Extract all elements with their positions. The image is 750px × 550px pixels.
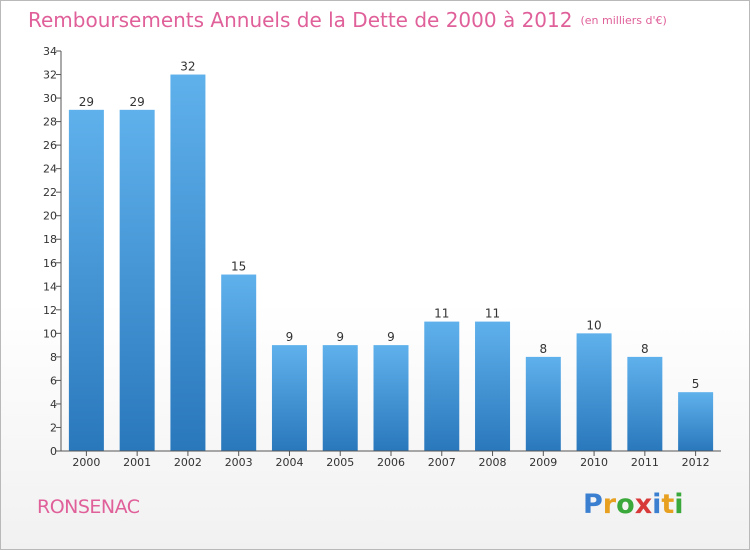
x-tick-label: 2001: [123, 456, 151, 469]
bar-value-label: 15: [231, 260, 246, 274]
bar: [373, 345, 409, 451]
title-text: Remboursements Annuels de la Dette de 20…: [28, 8, 573, 32]
bar-value-label: 29: [79, 95, 94, 109]
y-tick-label: 32: [43, 69, 57, 82]
bar: [271, 345, 307, 451]
bar: [475, 321, 511, 451]
y-tick-label: 0: [50, 445, 57, 458]
bar-value-label: 5: [692, 377, 700, 391]
logo-letter: o: [616, 489, 635, 520]
bars-group: [68, 74, 714, 451]
bar-value-label: 11: [434, 307, 449, 321]
y-tick-label: 20: [43, 210, 57, 223]
bar-value-label: 9: [286, 330, 294, 344]
x-tick-label: 2006: [377, 456, 405, 469]
x-tick-label: 2008: [479, 456, 507, 469]
y-tick-label: 14: [43, 280, 57, 293]
x-tick-label: 2011: [631, 456, 659, 469]
bar-value-label: 29: [130, 95, 145, 109]
logo-letter: t: [661, 489, 675, 520]
chart-subtitle: (en milliers d'€): [580, 14, 667, 27]
y-tick-label: 6: [50, 374, 57, 387]
bar: [525, 356, 561, 451]
bar: [678, 392, 714, 451]
chart-title: Remboursements Annuels de la Dette de 20…: [28, 8, 667, 32]
bar-value-label: 10: [586, 318, 601, 332]
y-tick-label: 10: [43, 327, 57, 340]
logo-letter: i: [652, 489, 662, 520]
bar: [576, 333, 612, 451]
proxiti-logo[interactable]: Proxiti: [583, 489, 684, 520]
y-tick-label: 2: [50, 421, 57, 434]
logo-letter: r: [602, 489, 617, 520]
x-tick-label: 2005: [326, 456, 354, 469]
bar-value-label: 8: [641, 342, 649, 356]
value-labels-group: 29 29 32 15 9 9 9 11 11 8 10 8 5: [79, 60, 700, 392]
bar-value-label: 11: [485, 307, 500, 321]
x-tick-label: 2010: [580, 456, 608, 469]
y-tick-label: 24: [43, 163, 57, 176]
y-tick-label: 28: [43, 116, 57, 129]
bar: [322, 345, 358, 451]
bar: [221, 274, 257, 451]
y-tick-label: 8: [50, 351, 57, 364]
x-tick-label: 2000: [72, 456, 100, 469]
y-tick-label: 22: [43, 186, 57, 199]
y-tick-label: 4: [50, 398, 57, 411]
y-tick-label: 16: [43, 257, 57, 270]
x-tick-label: 2012: [682, 456, 710, 469]
bar: [627, 356, 663, 451]
x-tick-label: 2003: [225, 456, 253, 469]
logo-letter: x: [634, 489, 653, 520]
logo-letter: i: [674, 489, 684, 520]
y-tick-label: 12: [43, 304, 57, 317]
bar-value-label: 9: [336, 330, 344, 344]
x-tick-label: 2009: [529, 456, 557, 469]
y-tick-label: 26: [43, 139, 57, 152]
x-tick-label: 2007: [428, 456, 456, 469]
bar: [119, 109, 155, 451]
bar-value-label: 32: [180, 60, 195, 74]
y-tick-label: 30: [43, 92, 57, 105]
bar-value-label: 9: [387, 330, 395, 344]
bar: [68, 109, 104, 451]
bar: [424, 321, 460, 451]
x-tick-label: 2002: [174, 456, 202, 469]
x-axis: 2000 2001 2002 2003 2004 2005 2006 2007 2008 2009…: [61, 450, 721, 469]
y-tick-label: 34: [43, 45, 57, 58]
logo-letter: P: [583, 489, 603, 520]
bar: [170, 74, 206, 451]
bar-value-label: 8: [539, 342, 547, 356]
y-tick-label: 18: [43, 233, 57, 246]
commune-name: RONSENAC: [37, 496, 140, 518]
x-tick-label: 2004: [275, 456, 303, 469]
